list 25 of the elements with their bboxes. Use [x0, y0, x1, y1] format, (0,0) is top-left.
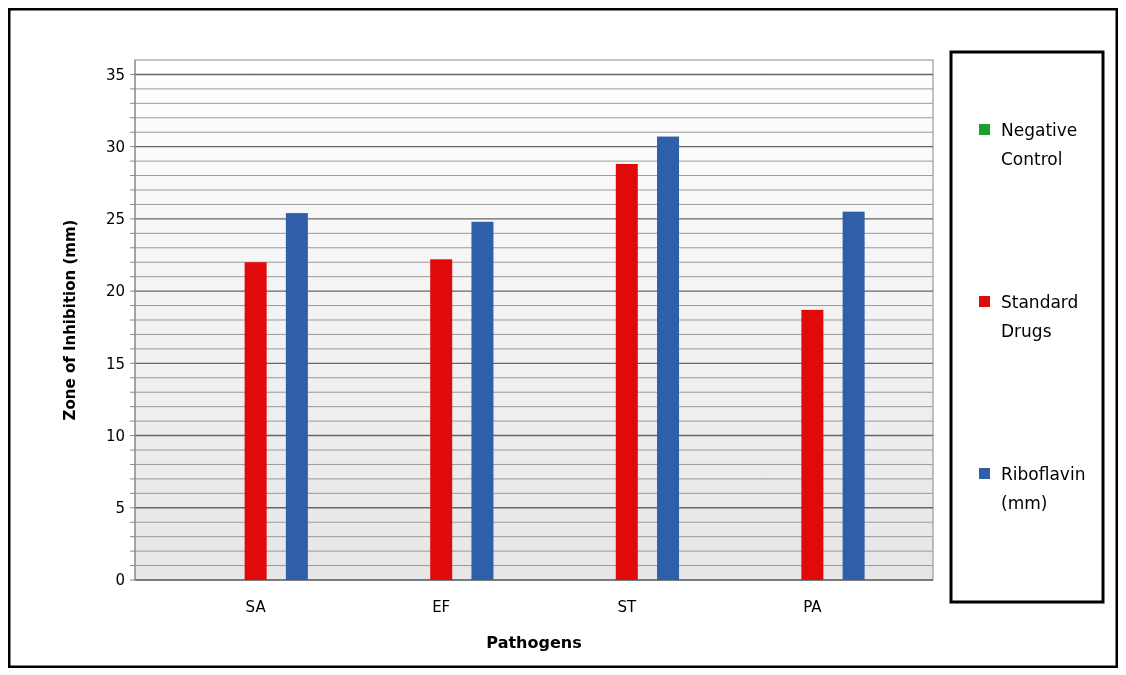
bar	[657, 136, 680, 580]
bar	[285, 213, 308, 580]
bar	[471, 221, 494, 580]
bar	[430, 259, 453, 580]
y-tick-label: 15	[105, 354, 125, 373]
y-tick-label: 0	[115, 571, 125, 590]
x-tick-label: EF	[432, 598, 451, 616]
x-tick-label: SA	[245, 598, 267, 616]
legend-label: Negative Control	[1001, 119, 1078, 169]
bar	[615, 164, 638, 580]
legend-label: Riboflavin (mm)	[1001, 463, 1086, 513]
bar	[801, 309, 824, 580]
x-tick-label: ST	[617, 598, 637, 616]
y-tick-label: 10	[105, 426, 125, 445]
y-tick-label: 5	[115, 499, 125, 518]
y-tick-label: 25	[105, 210, 125, 229]
y-axis-title: Zone of Inhibition (mm)	[61, 219, 79, 421]
bar	[244, 262, 267, 580]
x-tick-label: PA	[803, 598, 823, 616]
y-tick-label: 20	[105, 282, 125, 301]
y-tick-label: 30	[105, 137, 125, 156]
legend-label: Standard Drugs	[1001, 291, 1079, 341]
x-axis-title: Pathogens	[486, 633, 582, 652]
y-tick-label: 35	[105, 65, 125, 84]
bar	[842, 211, 865, 580]
